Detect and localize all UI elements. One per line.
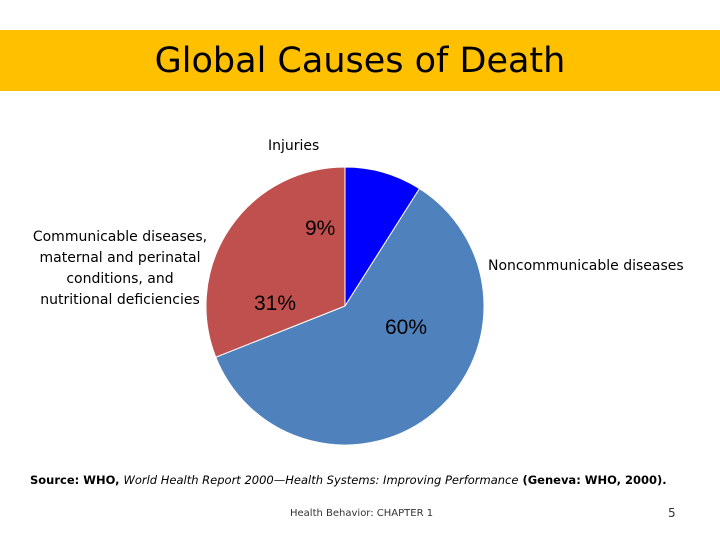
- title-band: Global Causes of Death: [0, 30, 720, 91]
- footer-text: Health Behavior: CHAPTER 1: [290, 508, 434, 519]
- slice-noncommunicable: [215, 187, 485, 446]
- source-title: World Health Report 2000—Health Systems:…: [123, 473, 519, 487]
- category-label-communicable: Communicable diseases, maternal and peri…: [32, 229, 208, 308]
- data-label-injuries: 9%: [305, 217, 336, 240]
- data-label-communicable: 31%: [254, 292, 297, 315]
- category-label-injuries: Injuries: [268, 138, 320, 154]
- page-number: 5: [668, 506, 676, 520]
- data-label-noncommunicable: 60%: [385, 316, 428, 339]
- slice-injuries: [344, 166, 421, 308]
- source-citation: Source: WHO, World Health Report 2000—He…: [30, 473, 667, 487]
- source-suffix: (Geneva: WHO, 2000).: [518, 473, 667, 487]
- page-title: Global Causes of Death: [154, 40, 566, 81]
- source-prefix: Source: WHO,: [30, 473, 124, 487]
- category-label-noncommunicable: Noncommunicable diseases: [488, 258, 684, 274]
- slice-communicable: [205, 166, 346, 358]
